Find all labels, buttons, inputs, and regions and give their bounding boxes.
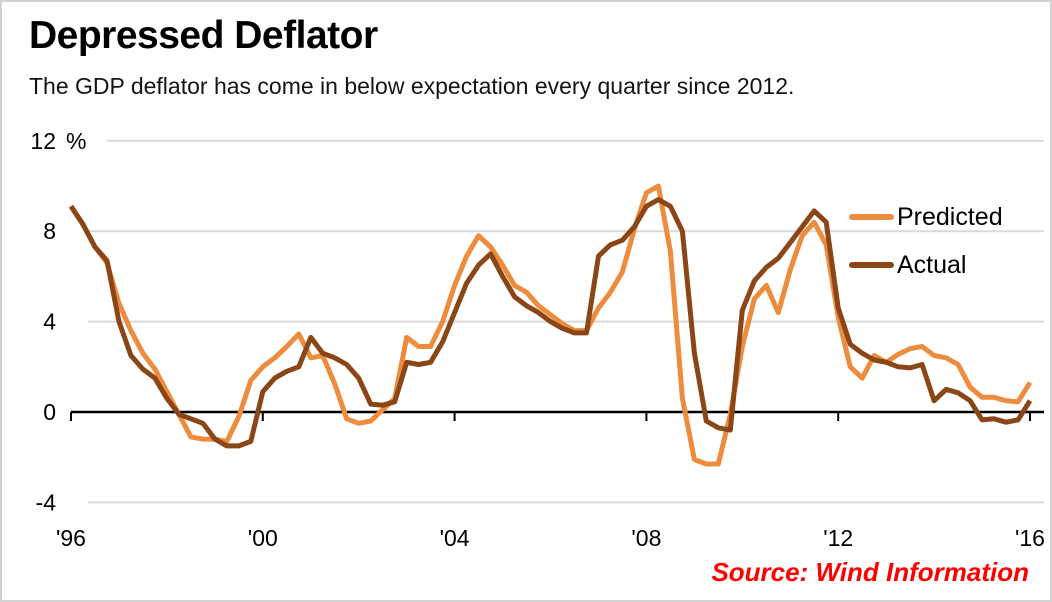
x-axis-tick-label: '08 [631, 525, 661, 551]
legend-item-actual: Actual [849, 250, 1003, 279]
legend-label-actual: Actual [897, 250, 967, 279]
y-axis-tick-label: -4 [36, 489, 57, 515]
x-axis-tick-label: '16 [1015, 525, 1045, 551]
y-axis-tick-label: 12 [30, 128, 56, 154]
legend-label-predicted: Predicted [897, 202, 1003, 231]
x-axis-tick-label: '12 [823, 525, 853, 551]
y-axis-tick-label: 0 [43, 399, 56, 425]
source-credit: Source: Wind Information [711, 557, 1029, 587]
series-line-predicted [68, 183, 1033, 467]
predicted-line-swatch-icon [849, 214, 894, 220]
legend-item-predicted: Predicted [849, 202, 1003, 231]
chart-title: Depressed Deflator [29, 14, 378, 57]
x-axis-tick-label: '00 [248, 525, 278, 551]
actual-line-swatch-icon [849, 262, 894, 268]
x-axis-tick-label: '96 [56, 525, 86, 551]
chart-subtitle: The GDP deflator has come in below expec… [29, 73, 795, 99]
x-axis-tick-label: '04 [440, 525, 470, 551]
y-axis-unit-label: % [66, 128, 86, 154]
y-axis-tick-label: 8 [43, 218, 56, 244]
series-line-actual [68, 197, 1033, 449]
y-axis-tick-label: 4 [43, 309, 56, 335]
chart-legend: Predicted Actual [849, 202, 1003, 300]
